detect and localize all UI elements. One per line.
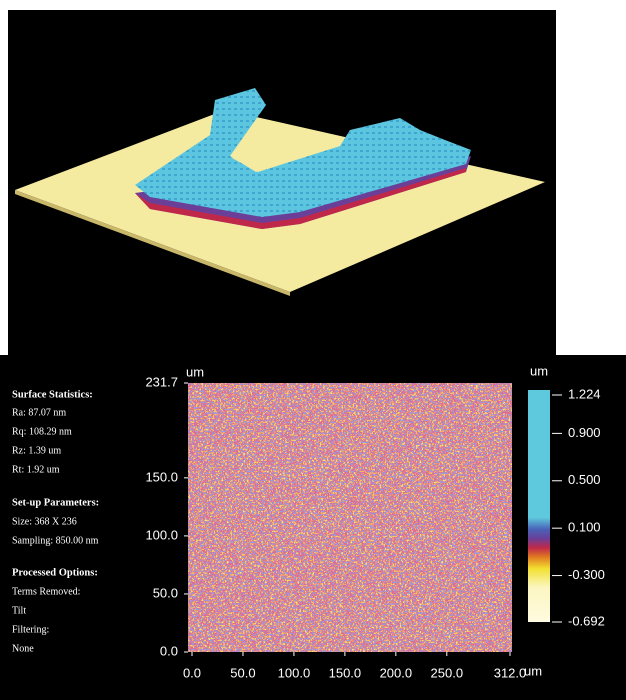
y-tick-label: 0.0 xyxy=(160,643,178,658)
stat-line: Ra: 87.07 nm xyxy=(12,407,66,418)
x-tick-label: 0.0 xyxy=(183,665,201,680)
page: Surface Statistics: Ra: 87.07 nm Rq: 108.2… xyxy=(0,0,626,700)
y-tick-label: 150.0 xyxy=(145,469,178,484)
x-tick-label: 200.0 xyxy=(380,665,413,680)
y-tick-label: 100.0 xyxy=(145,527,178,542)
colorbar-tick-label: 0.100 xyxy=(568,520,601,535)
y-tick-label: 50.0 xyxy=(153,585,178,600)
x-tick-label: 250.0 xyxy=(431,665,464,680)
x-tick-label: 50.0 xyxy=(230,665,255,680)
y-tick-label: 231.7 xyxy=(145,374,178,389)
stat-line: Size: 368 X 236 xyxy=(12,516,77,527)
screenshot: Surface Statistics: Ra: 87.07 nm Rq: 108.2… xyxy=(0,0,626,700)
x-tick-label: 100.0 xyxy=(278,665,311,680)
stat-line: None xyxy=(12,643,34,654)
colorbar-tick-label: -0.300 xyxy=(568,567,605,582)
colorbar xyxy=(528,390,550,622)
section-title: Processed Options: xyxy=(12,567,98,578)
colorbar-tick-label: -0.692 xyxy=(568,613,605,628)
stat-line: Filtering: xyxy=(12,624,49,635)
x-tick-label: 150.0 xyxy=(329,665,362,680)
stat-line: Rz: 1.39 um xyxy=(12,445,61,456)
y-axis-unit: um xyxy=(186,364,204,379)
stat-line: Rt: 1.92 um xyxy=(12,464,60,475)
x-tick-label: 312.0 xyxy=(494,665,527,680)
colorbar-tick-label: 0.500 xyxy=(568,472,601,487)
section-title: Set-up Parameters: xyxy=(12,497,99,508)
section-title: Surface Statistics: xyxy=(12,389,93,400)
stat-line: Terms Removed: xyxy=(12,586,80,597)
colorbar-tick-label: 0.900 xyxy=(568,425,601,440)
colorbar-unit-top: um xyxy=(530,363,548,378)
stat-line: Tilt xyxy=(12,605,26,616)
colorbar-unit-bottom: um xyxy=(524,663,542,678)
height-map xyxy=(188,383,512,652)
stat-line: Sampling: 850.00 nm xyxy=(12,535,99,546)
stat-line: Rq: 108.29 nm xyxy=(12,426,72,437)
colorbar-tick-label: 1.224 xyxy=(568,386,601,401)
